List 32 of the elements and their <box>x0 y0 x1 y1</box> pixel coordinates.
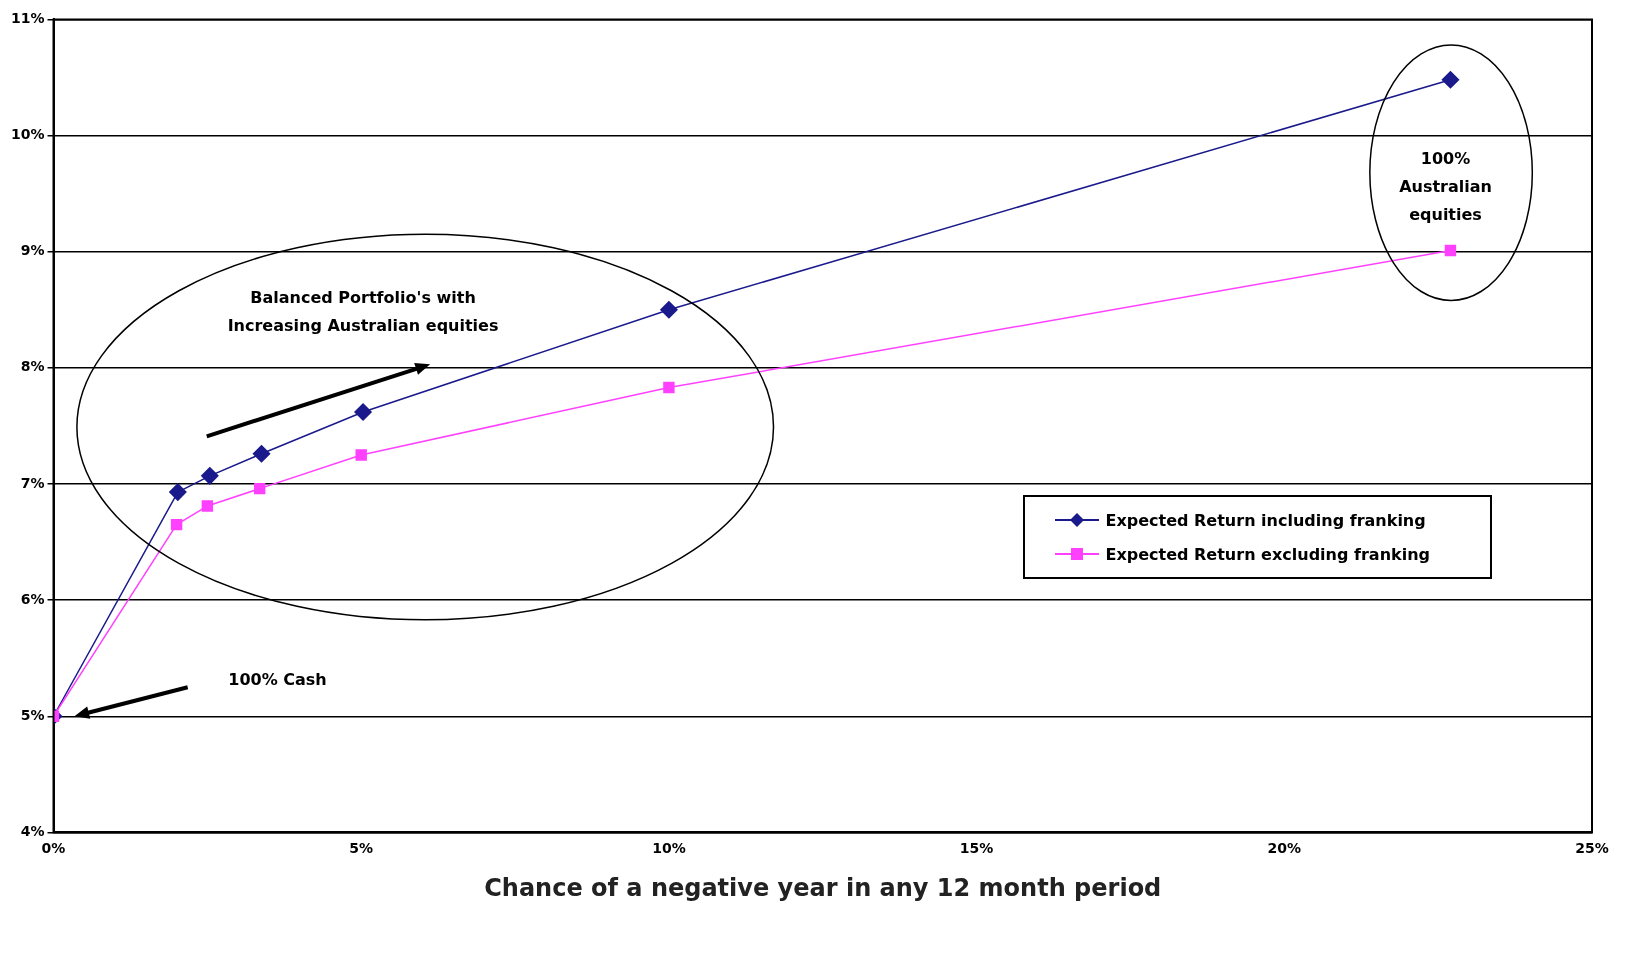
point <box>663 381 675 394</box>
point <box>1444 244 1457 257</box>
x-tick-label: 20% <box>1267 840 1302 857</box>
y-tick-label: 7% <box>20 474 45 491</box>
annotation: 100% Cash <box>227 669 328 692</box>
x-tick-label: 25% <box>1575 840 1609 857</box>
point <box>660 301 678 319</box>
point <box>201 500 214 512</box>
annotation: Balanced Portfolio's with Increasing Australian equities <box>226 287 500 338</box>
legend-label: Expected Return including franking <box>1105 510 1426 530</box>
point <box>169 483 187 501</box>
x-tick-label: 5% <box>349 840 374 857</box>
y-tick-label: 9% <box>20 242 45 259</box>
annotation: 100% Australian equities <box>1398 147 1493 226</box>
point <box>354 403 372 421</box>
point <box>253 482 266 495</box>
point <box>1441 71 1460 89</box>
point <box>170 518 183 531</box>
y-tick-label: 8% <box>20 358 45 375</box>
point <box>355 449 367 461</box>
y-tick-label: 4% <box>20 823 45 840</box>
y-tick-label: 10% <box>10 126 45 143</box>
legend-label: Expected Return excluding franking <box>1105 544 1430 564</box>
x-axis-title: Chance of a negative year in any 12 month period <box>484 873 1162 902</box>
y-tick-label: 6% <box>20 590 45 607</box>
x-tick-label: 15% <box>959 840 994 857</box>
x-tick-label: 0% <box>41 840 66 857</box>
y-tick-label: 5% <box>20 706 45 723</box>
x-tick-label: 10% <box>652 840 686 857</box>
point <box>252 445 271 463</box>
y-tick-label: 11% <box>10 10 45 27</box>
point <box>201 467 219 485</box>
